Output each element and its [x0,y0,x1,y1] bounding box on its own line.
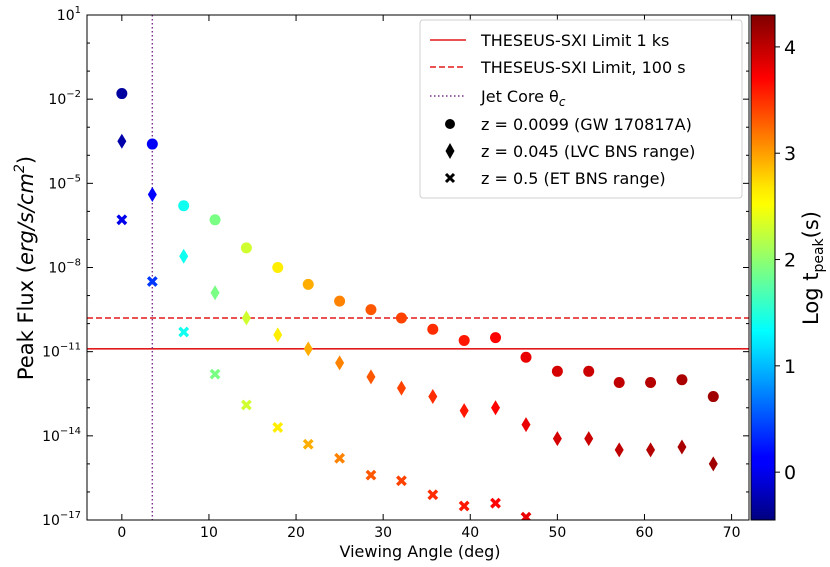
x-tick-label: 10 [200,525,218,541]
marker-series-2-point-8 [335,355,345,371]
y-axis-ticks: 101 10−2 10−5 10−8 10−11 10−14 10−17 [42,5,749,529]
y-tick-label: 10−14 [42,426,81,445]
x-tick-label: 50 [548,525,566,541]
legend-label-1ks: THESEUS-SXI Limit 1 ks [480,31,669,50]
marker-series-2-point-18 [646,442,656,458]
marker-series-3-point-4 [209,368,221,380]
marker-series-1-point-3 [178,200,190,212]
colorbar-tick-label: 3 [784,143,796,165]
marker-series-1-point-9 [365,304,377,316]
marker-series-2-point-2 [147,187,157,203]
colorbar-tick-label: 1 [784,356,796,378]
marker-series-3-point-3 [178,326,190,338]
marker-series-3-point-17 [615,538,623,546]
marker-series-1-point-12 [458,334,470,346]
marker-series-1-point-4 [209,214,221,226]
marker-series-2-point-16 [584,431,594,447]
data-markers [116,88,719,560]
colorbar-tick-label: 4 [784,37,796,59]
colorbar [750,14,776,521]
y-tick-label: 101 [57,5,81,24]
marker-series-3-point-7 [302,438,314,450]
marker-series-1-point-15 [551,365,563,377]
legend-marker-diamond [445,143,455,159]
marker-series-1-point-18 [645,377,657,389]
marker-series-1-point-1 [116,88,128,100]
x-tick-label: 30 [374,525,392,541]
marker-series-3-point-13 [490,497,501,509]
marker-series-1-point-17 [613,377,625,389]
marker-series-1-point-16 [583,365,595,377]
marker-series-3-point-5 [241,399,252,411]
colorbar-label: Log tpeak(s) [799,211,827,325]
marker-series-2-point-14 [521,417,531,433]
marker-series-2-point-17 [614,442,624,458]
marker-series-1-point-13 [490,332,502,344]
marker-series-2-point-12 [459,403,469,419]
marker-series-1-point-6 [272,262,284,273]
marker-series-1-point-2 [146,138,158,150]
marker-series-1-point-11 [427,323,439,335]
marker-series-2-point-7 [303,341,313,357]
marker-series-2-point-6 [273,327,283,343]
marker-series-1-point-14 [520,351,532,363]
legend-marker-circle [445,119,455,129]
marker-series-2-point-15 [552,431,562,447]
marker-series-2-point-9 [366,369,376,385]
marker-series-1-point-7 [302,278,314,290]
y-tick-label: 10−8 [48,258,81,277]
marker-series-1-point-8 [334,295,346,307]
marker-series-3-point-8 [334,452,346,464]
x-axis-label: Viewing Angle (deg) [339,542,500,561]
marker-series-3-point-20 [709,552,717,560]
legend-label-100s: THESEUS-SXI Limit, 100 s [480,58,686,77]
marker-series-3-point-10 [396,475,407,487]
marker-series-3-point-11 [427,489,439,501]
marker-series-2-point-20 [708,456,718,472]
marker-series-2-point-11 [428,389,438,405]
marker-series-1-point-19 [676,374,688,386]
marker-series-3-point-6 [272,422,284,433]
legend-label-series-3: z = 0.5 (ET BNS range) [481,169,666,188]
marker-series-1-point-5 [240,242,252,254]
marker-series-3-point-1 [116,214,128,226]
x-tick-label: 60 [636,525,654,541]
x-axis-ticks: 0 10 20 30 40 50 60 70 [117,15,740,541]
y-tick-label: 10−11 [42,342,81,361]
marker-series-2-point-10 [396,380,406,396]
marker-series-2-point-4 [210,285,220,301]
legend-label-series-2: z = 0.045 (LVC BNS range) [481,142,695,161]
reference-lines [87,15,749,520]
marker-series-2-point-19 [677,439,687,455]
marker-series-3-point-16 [585,527,593,535]
legend-label-series-1: z = 0.0099 (GW 170817A) [481,115,692,134]
y-tick-label: 10−5 [48,173,81,192]
marker-series-1-point-20 [707,391,719,403]
colorbar-tick-label: 2 [784,250,796,272]
marker-series-3-point-9 [365,469,377,481]
marker-series-2-point-13 [491,400,501,416]
marker-series-3-point-12 [458,500,470,512]
x-tick-label: 40 [461,525,479,541]
colorbar-tick-label: 0 [784,462,796,484]
marker-series-3-point-19 [678,535,686,543]
marker-series-2-point-1 [117,133,127,149]
x-tick-label: 0 [117,525,126,541]
colorbar-ticks: 0 1 2 3 4 [775,37,796,484]
legend-marker-x [444,172,456,184]
marker-series-1-point-10 [395,312,407,324]
legend-label-jet: Jet Core θc [480,87,566,109]
y-tick-label: 10−17 [42,510,81,529]
y-tick-label: 10−2 [48,89,81,108]
marker-series-2-point-5 [241,310,251,326]
x-tick-label: 20 [287,525,305,541]
y-axis-label: Peak Flux (erg/s/cm2) [12,156,38,380]
marker-series-3-point-2 [146,276,158,287]
x-tick-label: 70 [723,525,741,541]
marker-series-2-point-3 [179,248,189,264]
legend-box [419,19,743,199]
legend: THESEUS-SXI Limit 1 ks THESEUS-SXI Limit… [419,19,743,199]
